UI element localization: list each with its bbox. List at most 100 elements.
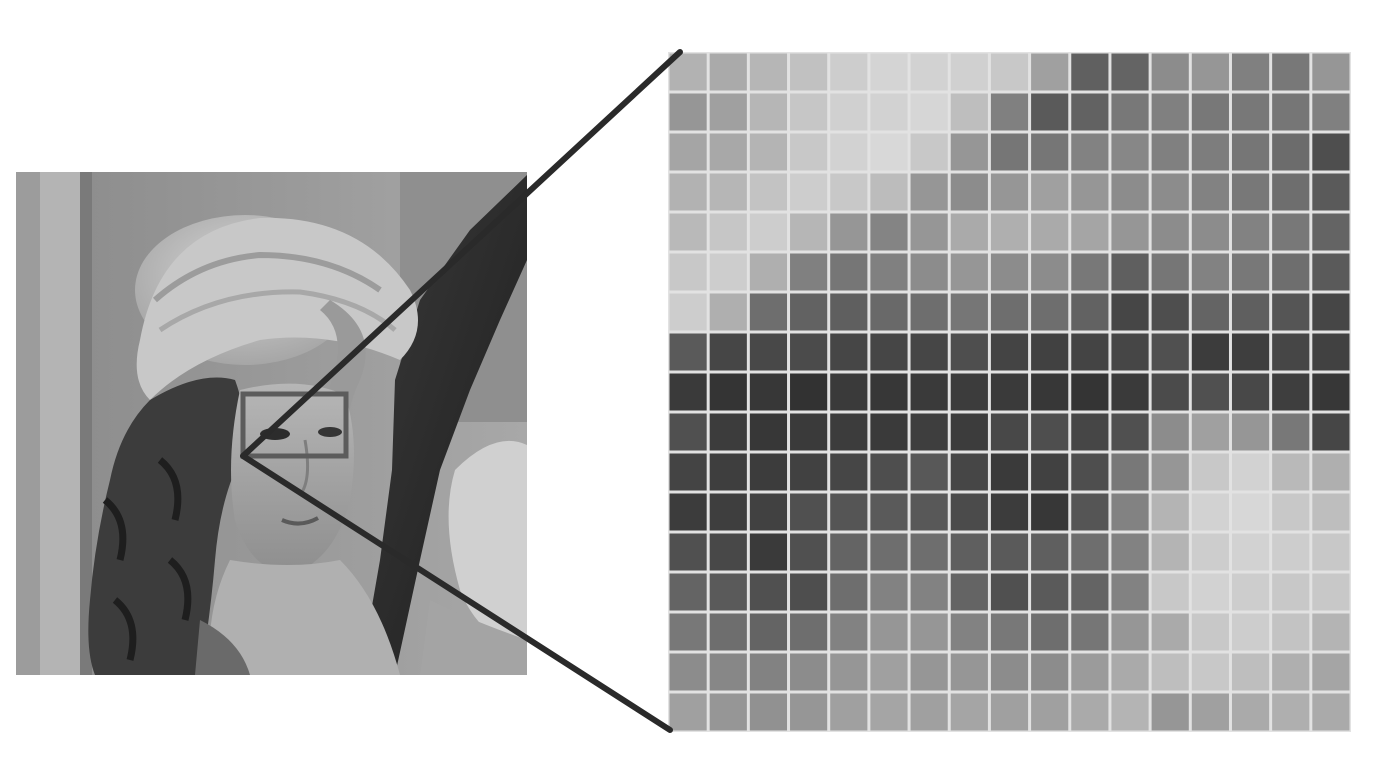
pixel-cell bbox=[950, 53, 988, 91]
pixel-cell bbox=[1071, 573, 1109, 611]
pixel-cell bbox=[1111, 253, 1149, 291]
pixel-cell bbox=[1111, 453, 1149, 491]
pixel-cell bbox=[910, 573, 948, 611]
pixel-cell bbox=[749, 133, 788, 171]
pixel-cell bbox=[1071, 173, 1109, 211]
pixel-cell bbox=[910, 333, 948, 371]
pixel-cell bbox=[1312, 573, 1350, 611]
pixel-cell bbox=[1312, 53, 1350, 91]
pixel-cell bbox=[1111, 653, 1149, 691]
pixel-cell bbox=[790, 413, 828, 451]
pixel-cell bbox=[830, 213, 868, 251]
pixel-cell bbox=[830, 333, 868, 371]
pixel-cell bbox=[910, 173, 948, 211]
pixel-cell bbox=[1191, 213, 1229, 251]
pixel-cell bbox=[1071, 213, 1109, 251]
pixel-cell bbox=[910, 253, 948, 291]
pixel-cell bbox=[1312, 693, 1350, 731]
pixel-cell bbox=[1312, 533, 1350, 571]
pixel-cell bbox=[1231, 133, 1270, 171]
pixel-cell bbox=[1272, 653, 1310, 691]
pixel-cell bbox=[790, 93, 828, 131]
pixel-cell bbox=[1191, 693, 1229, 731]
pixel-cell bbox=[1151, 133, 1189, 171]
pixel-cell bbox=[1312, 453, 1350, 491]
pixel-cell bbox=[1191, 333, 1229, 371]
pixel-cell bbox=[870, 573, 908, 611]
pixel-cell bbox=[749, 173, 788, 211]
pixel-cell bbox=[1151, 53, 1189, 91]
pixel-cell bbox=[990, 53, 1029, 91]
pixel-cell bbox=[1071, 133, 1109, 171]
pixel-cell bbox=[1231, 53, 1270, 91]
pixel-cell bbox=[709, 373, 747, 411]
pixel-cell bbox=[1312, 333, 1350, 371]
pixel-cell bbox=[709, 533, 747, 571]
pixel-cell bbox=[1191, 533, 1229, 571]
pixel-cell bbox=[1071, 533, 1109, 571]
pixel-cell bbox=[830, 573, 868, 611]
portrait-photo bbox=[16, 172, 527, 675]
pixel-cell bbox=[749, 653, 788, 691]
pixel-cell bbox=[1031, 213, 1069, 251]
pixel-cell bbox=[1272, 53, 1310, 91]
pixel-cell bbox=[1272, 413, 1310, 451]
pixel-cell bbox=[950, 573, 988, 611]
pixel-cell bbox=[709, 133, 747, 171]
pixel-cell bbox=[1312, 173, 1350, 211]
pixel-cell bbox=[709, 413, 747, 451]
pixel-cell bbox=[1272, 693, 1310, 731]
pixel-cell bbox=[910, 213, 948, 251]
pixel-cell bbox=[1272, 453, 1310, 491]
pixel-cell bbox=[990, 413, 1029, 451]
pixel-cell bbox=[990, 253, 1029, 291]
pixel-cell bbox=[1312, 213, 1350, 251]
pixel-cell bbox=[1231, 93, 1270, 131]
pixel-cell bbox=[790, 213, 828, 251]
pixel-cell bbox=[1031, 573, 1069, 611]
pixel-cell bbox=[1272, 173, 1310, 211]
pixel-cell bbox=[830, 173, 868, 211]
pixel-cell bbox=[990, 693, 1029, 731]
pixel-cell bbox=[1312, 493, 1350, 531]
pixel-cell bbox=[870, 133, 908, 171]
pixel-cell bbox=[830, 693, 868, 731]
pixel-cell bbox=[669, 213, 707, 251]
pixel-cell bbox=[830, 613, 868, 651]
pixel-cell bbox=[990, 93, 1029, 131]
pixel-cell bbox=[950, 93, 988, 131]
pixel-cell bbox=[910, 613, 948, 651]
pixel-cell bbox=[1111, 173, 1149, 211]
pixel-cell bbox=[669, 133, 707, 171]
pixel-cell bbox=[790, 173, 828, 211]
pixel-cell bbox=[749, 333, 788, 371]
connector-line-top bbox=[240, 49, 683, 459]
pixel-cell bbox=[870, 93, 908, 131]
pixel-cell bbox=[870, 533, 908, 571]
pixel-cell bbox=[910, 93, 948, 131]
pixel-cell bbox=[790, 373, 828, 411]
pixel-cell bbox=[1272, 573, 1310, 611]
pixel-cell bbox=[669, 373, 707, 411]
pixel-cell bbox=[709, 213, 747, 251]
pixel-cell bbox=[709, 613, 747, 651]
pixel-cell bbox=[749, 573, 788, 611]
pixel-cell bbox=[709, 453, 747, 491]
pixel-cell bbox=[1151, 693, 1189, 731]
pixel-cell bbox=[910, 133, 948, 171]
pixel-cell bbox=[790, 573, 828, 611]
pixel-cell bbox=[870, 413, 908, 451]
pixel-cell bbox=[1071, 413, 1109, 451]
pixel-cell bbox=[790, 693, 828, 731]
pixel-cell bbox=[870, 693, 908, 731]
pixel-cell bbox=[950, 173, 988, 211]
pixel-cell bbox=[1111, 533, 1149, 571]
pixel-cell bbox=[1111, 333, 1149, 371]
pixel-cell bbox=[910, 53, 948, 91]
pixel-cell bbox=[669, 613, 707, 651]
pixel-cell bbox=[1031, 453, 1069, 491]
pixel-cell bbox=[1231, 173, 1270, 211]
pixel-cell bbox=[709, 173, 747, 211]
pixel-cell bbox=[790, 293, 828, 331]
pixel-cell bbox=[790, 133, 828, 171]
